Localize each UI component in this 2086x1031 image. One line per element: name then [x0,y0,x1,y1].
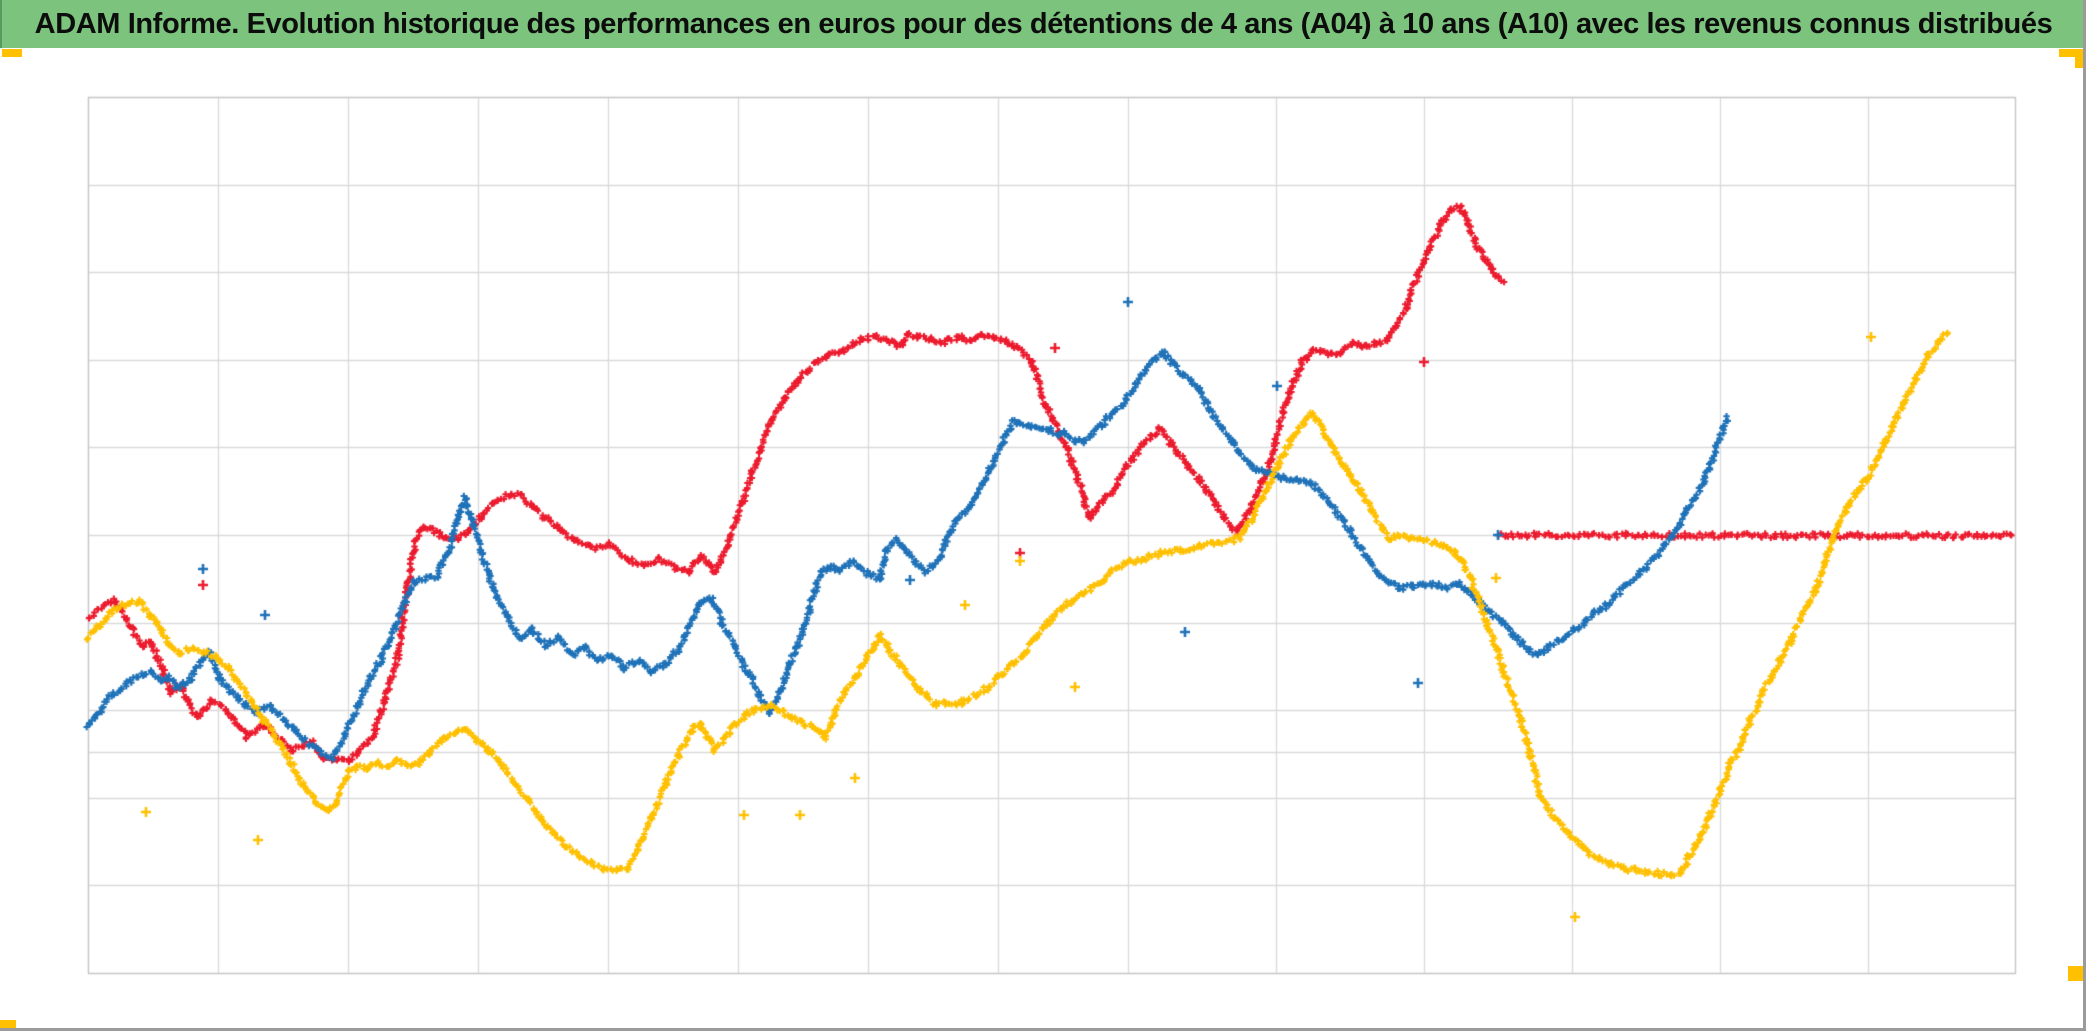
page-title: ADAM Informe. Evolution historique des p… [34,7,2053,40]
corner-mark-top-left [2,49,22,57]
title-bar: ADAM Informe. Evolution historique des p… [0,0,2085,48]
window-right-border [2083,0,2086,1031]
corner-mark-bottom-right [2068,966,2086,981]
window-bottom-border [0,1028,2086,1031]
corner-mark-bottom-left [0,1020,16,1029]
corner-mark-top-right [2059,49,2083,57]
chart-area [0,48,2086,1031]
performance-chart-canvas[interactable] [0,48,2086,1031]
corner-mark-top-right-v [2075,49,2083,68]
